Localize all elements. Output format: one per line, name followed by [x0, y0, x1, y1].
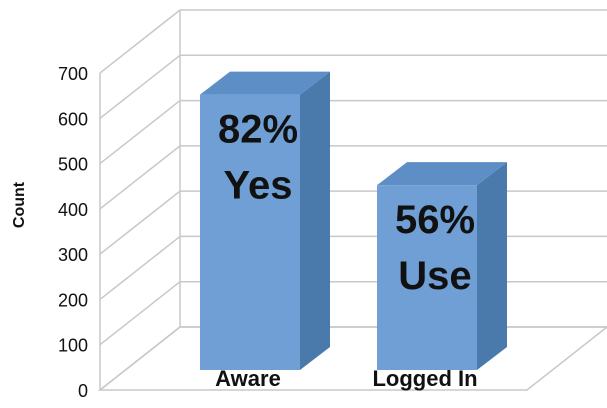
y-tick-label: 400: [58, 200, 88, 220]
y-tick-label: 300: [58, 245, 88, 265]
bar-aware: 82% Yes: [200, 71, 330, 370]
bar-front: [377, 185, 477, 370]
x-category-label: Aware: [215, 366, 281, 391]
gridline-side: [99, 190, 181, 255]
y-tick-label: 100: [58, 336, 88, 356]
y-tick-label: 200: [58, 290, 88, 310]
bars: 82% Yes 56% Use: [200, 71, 507, 370]
gridline-side: [99, 145, 181, 210]
grid-lines: [97, 9, 607, 391]
y-tick-label: 600: [58, 109, 88, 129]
y-tick-label: 0: [78, 381, 88, 401]
x-category-label: Logged In: [372, 366, 477, 391]
bar-top: [200, 71, 330, 95]
bar-side: [300, 71, 330, 370]
bar-front: [200, 94, 300, 370]
bar-data-label: Use: [398, 254, 471, 298]
bar-logged-in: 56% Use: [377, 162, 507, 370]
bar-top: [377, 162, 507, 186]
category-labels: Aware Logged In: [215, 366, 477, 391]
bar-side: [477, 162, 507, 370]
bar-data-label: Yes: [224, 164, 293, 208]
floor: [97, 326, 607, 391]
y-tick-label: 700: [58, 64, 88, 84]
bar-data-label: 56%: [395, 198, 475, 242]
y-tick-label: 500: [58, 155, 88, 175]
y-axis-ticks: 0 100 200 300 400 500 600 700: [58, 64, 88, 401]
gridline-side: [99, 235, 181, 301]
gridline-side: [99, 9, 181, 74]
y-axis-label: Count: [11, 181, 28, 228]
gridline-side: [99, 281, 181, 346]
gridline-side: [99, 54, 181, 119]
gridline-side: [99, 99, 181, 165]
bar-data-label: 82%: [218, 108, 298, 152]
